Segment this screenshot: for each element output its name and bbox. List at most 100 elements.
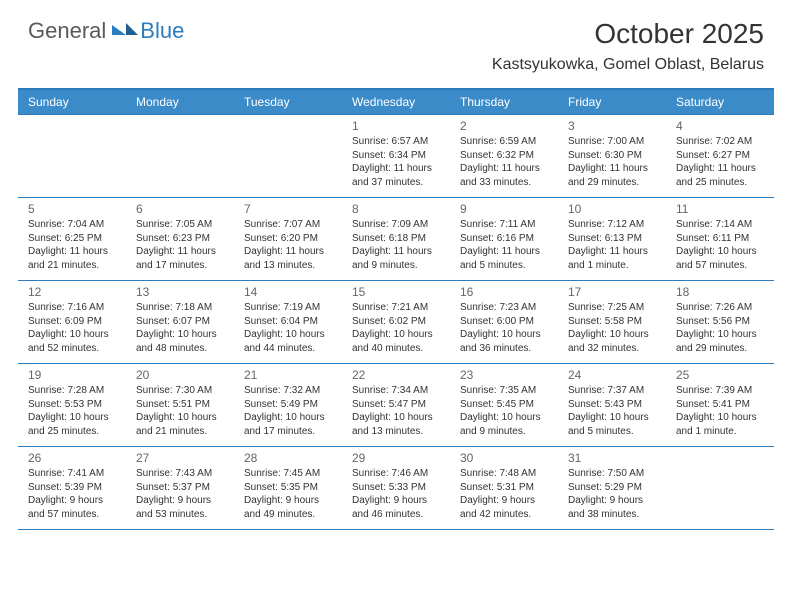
day-info: Sunrise: 7:48 AMSunset: 5:31 PMDaylight:… <box>460 467 552 521</box>
week-row: 5Sunrise: 7:04 AMSunset: 6:25 PMDaylight… <box>18 197 774 280</box>
day-info: Sunrise: 7:23 AMSunset: 6:00 PMDaylight:… <box>460 301 552 355</box>
day-info: Sunrise: 7:45 AMSunset: 5:35 PMDaylight:… <box>244 467 336 521</box>
day-number: 2 <box>460 119 552 133</box>
day-cell: 9 Sunrise: 7:11 AMSunset: 6:16 PMDaylight… <box>450 198 558 280</box>
day-cell: 16 Sunrise: 7:23 AMSunset: 6:00 PMDayligh… <box>450 281 558 363</box>
day-number: 18 <box>676 285 768 299</box>
day-cell: 20Sunrise: 7:30 AMSunset: 5:51 PMDayligh… <box>126 364 234 446</box>
day-cell: 1 Sunrise: 6:57 AMSunset: 6:34 PMDaylight… <box>342 115 450 197</box>
day-info: Sunrise: 7:50 AMSunset: 5:29 PMDaylight:… <box>568 467 660 521</box>
dow-tuesday: Tuesday <box>234 90 342 114</box>
day-info: Sunrise: 7:21 AMSunset: 6:02 PMDaylight:… <box>352 301 444 355</box>
day-cell: 22 Sunrise: 7:34 AMSunset: 5:47 PMDayligh… <box>342 364 450 446</box>
day-number: 6 <box>136 202 228 216</box>
dow-thursday: Thursday <box>450 90 558 114</box>
week-row: 12 Sunrise: 7:16 AMSunset: 6:09 PMDayligh… <box>18 280 774 363</box>
day-cell <box>234 115 342 197</box>
day-cell: 11Sunrise: 7:14 AMSunset: 6:11 PMDayligh… <box>666 198 774 280</box>
day-info: Sunrise: 7:18 AMSunset: 6:07 PMDaylight:… <box>136 301 228 355</box>
day-info: Sunrise: 7:37 AMSunset: 5:43 PMDaylight:… <box>568 384 660 438</box>
day-number: 9 <box>460 202 552 216</box>
day-cell <box>666 447 774 529</box>
day-number: 8 <box>352 202 444 216</box>
day-cell: 19Sunrise: 7:28 AMSunset: 5:53 PMDayligh… <box>18 364 126 446</box>
day-info: Sunrise: 6:59 AMSunset: 6:32 PMDaylight:… <box>460 135 552 189</box>
day-number: 26 <box>28 451 120 465</box>
logo-text-general: General <box>28 18 106 44</box>
day-info: Sunrise: 7:12 AMSunset: 6:13 PMDaylight:… <box>568 218 660 272</box>
dow-friday: Friday <box>558 90 666 114</box>
day-info: Sunrise: 7:04 AMSunset: 6:25 PMDaylight:… <box>28 218 120 272</box>
day-cell: 25Sunrise: 7:39 AMSunset: 5:41 PMDayligh… <box>666 364 774 446</box>
day-number: 21 <box>244 368 336 382</box>
calendar: Sunday Monday Tuesday Wednesday Thursday… <box>18 88 774 529</box>
day-info: Sunrise: 7:25 AMSunset: 5:58 PMDaylight:… <box>568 301 660 355</box>
day-number: 13 <box>136 285 228 299</box>
day-info: Sunrise: 7:19 AMSunset: 6:04 PMDaylight:… <box>244 301 336 355</box>
day-cell: 30Sunrise: 7:48 AMSunset: 5:31 PMDayligh… <box>450 447 558 529</box>
day-cell: 18 Sunrise: 7:26 AMSunset: 5:56 PMDayligh… <box>666 281 774 363</box>
day-info: Sunrise: 7:43 AMSunset: 5:37 PMDaylight:… <box>136 467 228 521</box>
logo-mark-icon <box>112 19 138 44</box>
day-info: Sunrise: 7:09 AMSunset: 6:18 PMDaylight:… <box>352 218 444 272</box>
title-block: October 2025 Kastsyukowka, Gomel Oblast,… <box>492 18 764 74</box>
day-info: Sunrise: 7:46 AMSunset: 5:33 PMDaylight:… <box>352 467 444 521</box>
day-info: Sunrise: 6:57 AMSunset: 6:34 PMDaylight:… <box>352 135 444 189</box>
day-info: Sunrise: 7:34 AMSunset: 5:47 PMDaylight:… <box>352 384 444 438</box>
day-info: Sunrise: 7:05 AMSunset: 6:23 PMDaylight:… <box>136 218 228 272</box>
day-cell: 7Sunrise: 7:07 AMSunset: 6:20 PMDaylight… <box>234 198 342 280</box>
day-cell: 29 Sunrise: 7:46 AMSunset: 5:33 PMDayligh… <box>342 447 450 529</box>
location-subtitle: Kastsyukowka, Gomel Oblast, Belarus <box>492 56 764 74</box>
weeks-container: 1 Sunrise: 6:57 AMSunset: 6:34 PMDaylight… <box>18 114 774 529</box>
page-title: October 2025 <box>492 18 764 50</box>
day-cell: 13 Sunrise: 7:18 AMSunset: 6:07 PMDayligh… <box>126 281 234 363</box>
day-number: 27 <box>136 451 228 465</box>
day-of-week-header: Sunday Monday Tuesday Wednesday Thursday… <box>18 90 774 114</box>
day-number: 12 <box>28 285 120 299</box>
dow-wednesday: Wednesday <box>342 90 450 114</box>
day-cell: 28 Sunrise: 7:45 AMSunset: 5:35 PMDayligh… <box>234 447 342 529</box>
dow-monday: Monday <box>126 90 234 114</box>
day-info: Sunrise: 7:32 AMSunset: 5:49 PMDaylight:… <box>244 384 336 438</box>
week-row: 26Sunrise: 7:41 AMSunset: 5:39 PMDayligh… <box>18 446 774 529</box>
day-number: 3 <box>568 119 660 133</box>
day-cell <box>126 115 234 197</box>
day-info: Sunrise: 7:28 AMSunset: 5:53 PMDaylight:… <box>28 384 120 438</box>
day-info: Sunrise: 7:02 AMSunset: 6:27 PMDaylight:… <box>676 135 768 189</box>
day-cell: 3Sunrise: 7:00 AMSunset: 6:30 PMDaylight… <box>558 115 666 197</box>
day-number: 24 <box>568 368 660 382</box>
day-number: 7 <box>244 202 336 216</box>
day-cell: 21 Sunrise: 7:32 AMSunset: 5:49 PMDayligh… <box>234 364 342 446</box>
day-cell <box>18 115 126 197</box>
day-number: 22 <box>352 368 444 382</box>
day-cell: 17Sunrise: 7:25 AMSunset: 5:58 PMDayligh… <box>558 281 666 363</box>
day-info: Sunrise: 7:39 AMSunset: 5:41 PMDaylight:… <box>676 384 768 438</box>
day-info: Sunrise: 7:35 AMSunset: 5:45 PMDaylight:… <box>460 384 552 438</box>
day-cell: 23 Sunrise: 7:35 AMSunset: 5:45 PMDayligh… <box>450 364 558 446</box>
day-info: Sunrise: 7:26 AMSunset: 5:56 PMDaylight:… <box>676 301 768 355</box>
day-cell: 15 Sunrise: 7:21 AMSunset: 6:02 PMDayligh… <box>342 281 450 363</box>
day-cell: 4 Sunrise: 7:02 AMSunset: 6:27 PMDaylight… <box>666 115 774 197</box>
day-number: 31 <box>568 451 660 465</box>
bottom-rule <box>18 529 774 530</box>
day-info: Sunrise: 7:16 AMSunset: 6:09 PMDaylight:… <box>28 301 120 355</box>
day-number: 1 <box>352 119 444 133</box>
day-number: 28 <box>244 451 336 465</box>
day-number: 29 <box>352 451 444 465</box>
day-number: 16 <box>460 285 552 299</box>
day-cell: 8 Sunrise: 7:09 AMSunset: 6:18 PMDaylight… <box>342 198 450 280</box>
day-number: 15 <box>352 285 444 299</box>
day-cell: 12 Sunrise: 7:16 AMSunset: 6:09 PMDayligh… <box>18 281 126 363</box>
day-info: Sunrise: 7:30 AMSunset: 5:51 PMDaylight:… <box>136 384 228 438</box>
header: General Blue October 2025 Kastsyukowka, … <box>0 0 792 82</box>
day-number: 23 <box>460 368 552 382</box>
day-cell: 27 Sunrise: 7:43 AMSunset: 5:37 PMDayligh… <box>126 447 234 529</box>
week-row: 19Sunrise: 7:28 AMSunset: 5:53 PMDayligh… <box>18 363 774 446</box>
dow-saturday: Saturday <box>666 90 774 114</box>
day-info: Sunrise: 7:11 AMSunset: 6:16 PMDaylight:… <box>460 218 552 272</box>
day-cell: 10 Sunrise: 7:12 AMSunset: 6:13 PMDayligh… <box>558 198 666 280</box>
day-cell: 24 Sunrise: 7:37 AMSunset: 5:43 PMDayligh… <box>558 364 666 446</box>
day-number: 10 <box>568 202 660 216</box>
day-number: 4 <box>676 119 768 133</box>
dow-sunday: Sunday <box>18 90 126 114</box>
